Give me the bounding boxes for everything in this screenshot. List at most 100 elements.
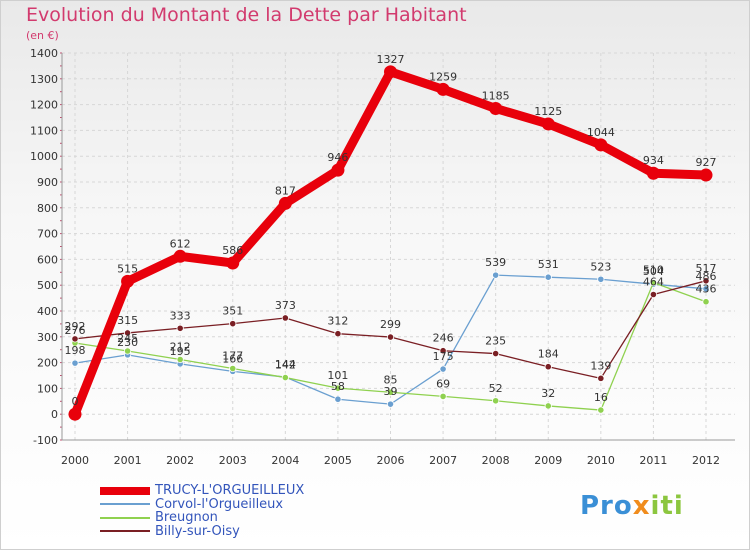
data-label: 52 — [489, 382, 503, 395]
data-point — [597, 374, 605, 382]
data-label: 934 — [643, 154, 664, 167]
x-tick-label: 2003 — [219, 454, 247, 467]
data-point — [597, 406, 605, 414]
data-label: 1125 — [534, 105, 562, 118]
y-tick-label: 1300 — [30, 73, 58, 86]
legend-swatch — [100, 530, 150, 533]
data-label: 504 — [643, 265, 664, 278]
data-label: 373 — [275, 299, 296, 312]
data-point — [278, 196, 292, 210]
data-label: 245 — [117, 332, 138, 345]
x-tick-label: 2000 — [61, 454, 89, 467]
data-point — [541, 117, 555, 131]
data-label: 177 — [222, 350, 243, 363]
data-point — [68, 407, 82, 421]
data-label: 139 — [590, 359, 611, 372]
legend-item: Corvol-l'Orgueilleux — [100, 497, 304, 512]
data-point — [386, 333, 395, 341]
data-label: 1185 — [482, 89, 510, 102]
data-point — [646, 166, 660, 180]
data-label: 333 — [170, 309, 191, 322]
data-label: 184 — [538, 348, 559, 361]
data-point — [123, 329, 132, 337]
data-point — [597, 275, 605, 283]
data-label: 58 — [331, 380, 345, 393]
data-label: 39 — [384, 385, 398, 398]
legend-label: TRUCY-L'ORGUEILLEUX — [155, 483, 305, 498]
legend-swatch — [100, 486, 150, 495]
data-label: 246 — [433, 332, 454, 345]
data-point — [544, 402, 552, 410]
data-point — [229, 364, 237, 373]
data-label: 198 — [65, 344, 86, 357]
data-point — [702, 298, 710, 306]
y-tick-label: -100 — [33, 434, 58, 447]
data-label: 299 — [380, 318, 401, 331]
y-tick-label: 400 — [37, 305, 58, 318]
data-label: 101 — [327, 369, 348, 382]
x-tick-label: 2006 — [377, 454, 405, 467]
data-point — [386, 400, 395, 408]
legend-swatch — [100, 503, 150, 506]
data-label: 531 — [538, 258, 559, 271]
data-point — [439, 347, 447, 355]
data-label: 85 — [384, 373, 398, 386]
data-point — [439, 365, 447, 373]
data-point — [331, 163, 345, 177]
data-point — [176, 355, 184, 364]
y-tick-label: 0 — [51, 408, 58, 421]
data-label: 586 — [222, 244, 243, 257]
data-point — [384, 65, 397, 79]
legend-swatch — [100, 516, 150, 519]
data-point — [121, 274, 135, 288]
data-label: 292 — [65, 320, 86, 333]
x-tick-label: 2008 — [482, 454, 510, 467]
data-point — [492, 397, 500, 405]
chart-legend: TRUCY-L'ORGUEILLEUX Corvol-l'Orgueilleux B… — [100, 484, 304, 538]
data-label: 69 — [436, 377, 450, 390]
data-point — [439, 392, 447, 400]
data-label: 927 — [696, 156, 717, 169]
data-label: 817 — [275, 184, 296, 197]
plot-area — [62, 53, 735, 440]
data-point — [281, 373, 289, 382]
x-tick-label: 2012 — [692, 454, 720, 467]
x-tick-label: 2002 — [166, 454, 194, 467]
x-tick-label: 2004 — [271, 454, 299, 467]
x-tick-label: 2011 — [639, 454, 667, 467]
data-point — [176, 324, 184, 332]
data-point — [229, 320, 237, 328]
data-point — [594, 138, 608, 152]
y-tick-label: 1100 — [30, 124, 58, 137]
y-tick-label: 600 — [37, 253, 58, 266]
data-point — [699, 168, 713, 182]
legend-label: Breugnon — [155, 510, 218, 525]
y-tick-label: 800 — [37, 202, 58, 215]
y-tick-label: 200 — [37, 357, 58, 370]
y-tick-label: 100 — [37, 382, 58, 395]
legend-item: TRUCY-L'ORGUEILLEUX — [100, 484, 304, 498]
data-point — [544, 273, 552, 281]
data-label: 486 — [696, 270, 717, 283]
data-point — [544, 363, 552, 371]
data-label: 16 — [594, 391, 608, 404]
data-label: 195 — [170, 345, 191, 358]
y-tick-label: 900 — [37, 176, 58, 189]
data-label: 32 — [541, 387, 555, 400]
data-label: 515 — [117, 262, 138, 275]
data-point — [334, 384, 342, 392]
data-point — [492, 349, 500, 358]
data-point — [173, 249, 187, 263]
legend-label: Billy-sur-Oisy — [155, 523, 240, 539]
data-label: 612 — [170, 237, 191, 250]
data-point — [334, 395, 342, 403]
data-label: 315 — [117, 314, 138, 327]
chart-title: Evolution du Montant de la Dette par Hab… — [26, 4, 467, 26]
data-point — [386, 388, 395, 396]
x-tick-label: 2007 — [429, 454, 457, 467]
data-label: 142 — [275, 359, 296, 372]
data-point — [334, 330, 342, 338]
data-point — [649, 290, 658, 299]
data-label: 230 — [117, 336, 138, 349]
